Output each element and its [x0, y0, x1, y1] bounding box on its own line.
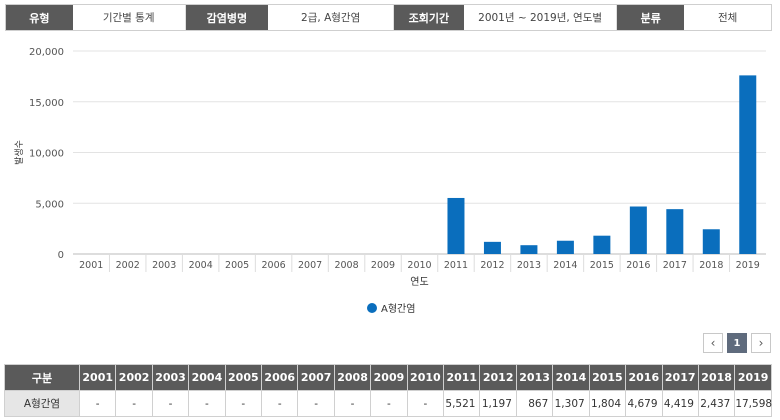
- x-tick-label: 2007: [298, 260, 322, 271]
- filter-value-period[interactable]: 2001년 ~ 2019년, 연도별: [463, 5, 618, 30]
- table-header-year: 2013: [515, 364, 554, 391]
- x-tick-label: 2004: [189, 260, 213, 271]
- bar-2019: [739, 75, 757, 254]
- x-tick-label: 2011: [444, 260, 468, 271]
- y-tick-label: 10,000: [29, 149, 64, 160]
- table-cell: 17,598: [734, 390, 772, 417]
- table-header-year: 2014: [552, 364, 590, 391]
- table-header-year: 2017: [661, 364, 699, 391]
- x-tick-label: 2001: [79, 260, 103, 271]
- x-tick-label: 2017: [663, 260, 687, 271]
- table-cell: 4,419: [661, 390, 699, 417]
- x-tick-label: 2006: [262, 260, 286, 271]
- table-header-year: 2018: [697, 364, 736, 391]
- bar-2015: [593, 235, 611, 254]
- y-tick-label: 20,000: [29, 47, 64, 58]
- table-cell: -: [370, 390, 408, 417]
- filter-label-category: 분류: [617, 5, 685, 30]
- table-cell: -: [224, 390, 263, 417]
- table-row: A형간염 - - - - - - - - - -5,521 1,197 867 1,307 1,804 4,6…: [4, 390, 772, 417]
- x-tick-label: 2018: [699, 260, 723, 271]
- table-header-year: 2019: [734, 364, 772, 391]
- table-header-year: 2001: [78, 364, 117, 391]
- bar-2011: [447, 197, 465, 254]
- x-tick-label: 2013: [517, 260, 541, 271]
- table-header-year: 2011: [443, 364, 481, 391]
- table-cell: -: [297, 390, 335, 417]
- x-tick-label: 2010: [407, 260, 431, 271]
- y-axis-title: 발생수: [14, 140, 25, 165]
- table-cell: -: [333, 390, 372, 417]
- x-tick-label: 2015: [590, 260, 614, 271]
- table-cell: -: [406, 390, 445, 417]
- table-header-year: 2004: [188, 364, 226, 391]
- y-tick-label: 15,000: [29, 98, 64, 109]
- x-tick-label: 2014: [553, 260, 577, 271]
- bar-2014: [556, 240, 574, 254]
- pagination: ‹ 1 ›: [703, 333, 771, 353]
- filter-label-disease: 감염병명: [185, 5, 269, 30]
- legend-marker: [367, 303, 377, 313]
- table-cell: -: [115, 390, 153, 417]
- table-cell: 5,521: [443, 390, 481, 417]
- filter-value-category[interactable]: 전체: [684, 5, 771, 30]
- next-page-button[interactable]: ›: [751, 333, 771, 353]
- table-cell: 1,804: [588, 390, 627, 417]
- table-header-year: 2003: [151, 364, 190, 391]
- x-tick-label: 2012: [480, 260, 504, 271]
- bar-chart: 0 5,000 10,000 15,000 20,000 2001 2002 2003 2004…: [14, 47, 766, 315]
- table-header-year: 2007: [297, 364, 335, 391]
- table-header-year: 2010: [406, 364, 445, 391]
- x-tick-label: 2003: [152, 260, 176, 271]
- x-tick-label: 2009: [371, 260, 395, 271]
- table-header-year: 2015: [588, 364, 627, 391]
- filter-value-type[interactable]: 기간별 통계: [72, 5, 186, 30]
- x-tick-label: 2008: [334, 260, 358, 271]
- table-header-row: 구분 2001 2002 2003 2004 2005 2006 2007 2008 2009 20…: [4, 364, 772, 391]
- filter-label-period: 조회기간: [393, 5, 464, 30]
- y-tick-label: 5,000: [35, 199, 64, 210]
- x-axis-title: 연도: [410, 276, 428, 288]
- table-header-year: 2012: [479, 364, 517, 391]
- x-tick-label: 2016: [626, 260, 650, 271]
- x-tick-label: 2019: [736, 260, 760, 271]
- bar-2017: [666, 209, 684, 254]
- bar-2013: [520, 245, 538, 254]
- x-tick-label: 2002: [116, 260, 140, 271]
- bar-2018: [702, 229, 720, 254]
- data-table: 구분 2001 2002 2003 2004 2005 2006 2007 2008 2009 20…: [4, 364, 772, 417]
- table-header-year: 2002: [115, 364, 153, 391]
- table-cell: -: [151, 390, 190, 417]
- table-cell: -: [188, 390, 226, 417]
- table-cell: -: [261, 390, 299, 417]
- filter-value-disease[interactable]: 2급, A형간염: [268, 5, 394, 30]
- bar-2012: [483, 241, 501, 254]
- page-1-button[interactable]: 1: [727, 333, 747, 353]
- table-cell: -: [78, 390, 117, 417]
- filter-bar: 유형 기간별 통계 감염병명 2급, A형간염 조회기간 2001년 ~ 201…: [5, 4, 772, 31]
- table-cell: 1,197: [479, 390, 517, 417]
- table-cell: 867: [515, 390, 554, 417]
- table-row-label: A형간염: [4, 390, 80, 417]
- legend-label: A형간염: [381, 303, 415, 315]
- bar-2016: [629, 206, 647, 254]
- table-header-year: 2008: [333, 364, 372, 391]
- table-header-year: 2009: [370, 364, 408, 391]
- filter-label-type: 유형: [6, 5, 73, 30]
- prev-page-button[interactable]: ‹: [703, 333, 723, 353]
- x-tick-label: 2005: [225, 260, 249, 271]
- table-header-year: 2016: [625, 364, 663, 391]
- table-cell: 1,307: [552, 390, 590, 417]
- table-cell: 4,679: [625, 390, 663, 417]
- table-header-corner: 구분: [4, 364, 80, 391]
- table-cell: 2,437: [697, 390, 736, 417]
- y-tick-label: 0: [58, 250, 64, 261]
- table-header-year: 2005: [224, 364, 263, 391]
- table-header-year: 2006: [261, 364, 299, 391]
